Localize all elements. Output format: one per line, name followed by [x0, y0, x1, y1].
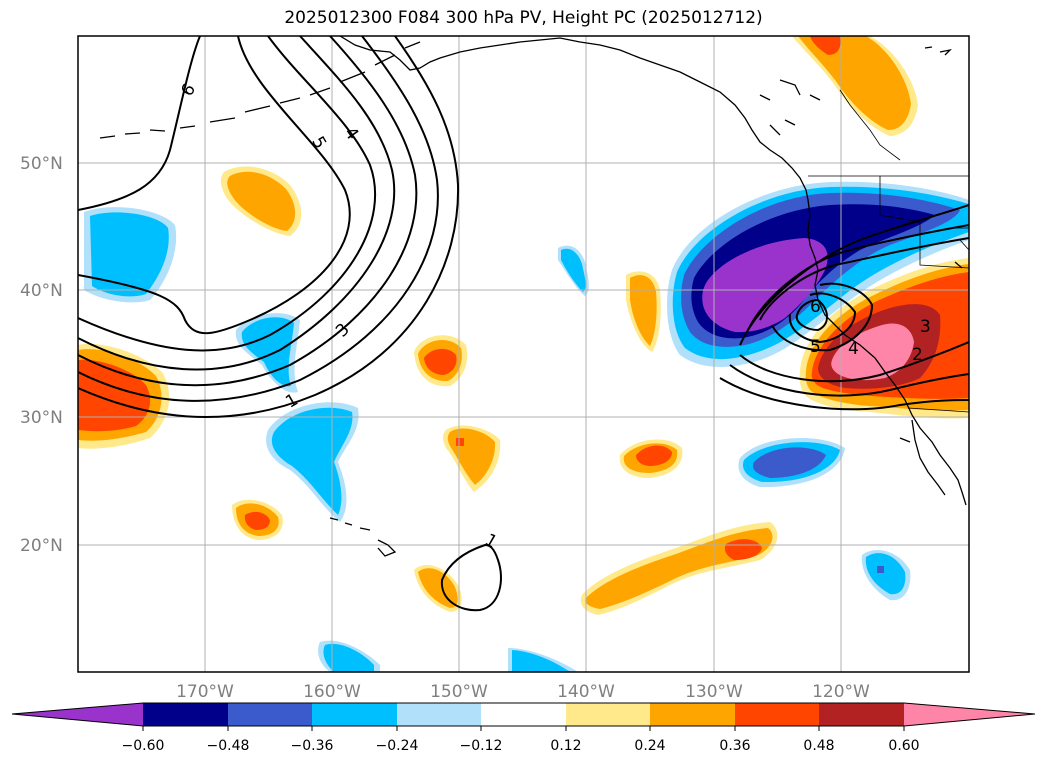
- colorbar-tick-label: −0.48: [207, 738, 250, 754]
- lat-label-50n: 50°N: [20, 154, 63, 174]
- colorbar-segment: [819, 703, 904, 726]
- colorbar-tick-label: 0.36: [719, 738, 750, 754]
- lat-label-30n: 30°N: [20, 408, 63, 428]
- positive-anomaly-ridge: [799, 258, 969, 419]
- lon-label-140w: 140°W: [557, 682, 615, 702]
- colorbar-segment: [650, 703, 735, 726]
- contour-4-west: [78, 36, 377, 352]
- lon-label-170w: 170°W: [176, 682, 234, 702]
- coast-detail: [899, 46, 963, 443]
- positive-anomaly-northeast: [792, 36, 918, 136]
- contour-1-west: [78, 36, 439, 402]
- colorbar-tick-label: 0.60: [888, 738, 919, 754]
- coastlines: [99, 36, 967, 557]
- map-title: 2025012300 F084 300 hPa PV, Height PC (2…: [284, 8, 763, 28]
- lat-labels: 50°N 40°N 30°N 20°N: [20, 154, 63, 556]
- state-borders: [879, 176, 969, 269]
- lat-label-40n: 40°N: [20, 281, 63, 301]
- colorbar-tick-label: −0.36: [291, 738, 334, 754]
- map-frame: [77, 35, 970, 673]
- aleutian-islands: [99, 41, 421, 139]
- colorbar-tick-label: 0.24: [634, 738, 665, 754]
- contour-label: 3: [920, 317, 931, 337]
- contour-label: 5: [810, 337, 821, 357]
- us-mexico-border: [907, 407, 969, 413]
- north-america-coast: [339, 36, 967, 506]
- colorbar-segment: [481, 703, 566, 726]
- colorbar: −0.60 −0.48 −0.36 −0.24 −0.12 0.12 0.24 …: [11, 702, 1036, 754]
- lat-label-20n: 20°N: [20, 536, 63, 556]
- colorbar-tick-label: −0.60: [122, 738, 165, 754]
- contour-5-west: [78, 36, 351, 335]
- contour-4-east: [759, 237, 969, 321]
- contour-label: 4: [848, 339, 859, 359]
- contour-2-east: [729, 364, 969, 397]
- lon-label-120w: 120°W: [812, 682, 870, 702]
- contour-6-west: [78, 36, 201, 211]
- lon-label-130w: 130°W: [685, 682, 743, 702]
- contour-1-closed: [440, 543, 502, 612]
- colorbar-segment: [228, 703, 312, 726]
- colorbar-tick-label: −0.12: [460, 738, 503, 754]
- hawaiian-islands: [329, 517, 397, 557]
- height-contours: [78, 36, 969, 612]
- colorbar-segment: [735, 703, 819, 726]
- negative-anomaly-northwest: [84, 207, 177, 303]
- positive-anomaly-west: [78, 343, 170, 449]
- contour-3-east: [739, 204, 969, 346]
- borders: [808, 89, 969, 413]
- colorbar-extend-low: [12, 703, 143, 726]
- lon-label-160w: 160°W: [303, 682, 361, 702]
- colorbar-tick-label: −0.24: [376, 738, 419, 754]
- lon-labels: 170°W 160°W 150°W 140°W 130°W 120°W: [176, 682, 870, 702]
- colorbar-tick-label: 0.12: [550, 738, 581, 754]
- contour-label: 2: [912, 345, 923, 365]
- graticule: [78, 36, 969, 672]
- lon-label-150w: 150°W: [430, 682, 488, 702]
- alaska-panhandle-islands: [759, 79, 821, 136]
- colorbar-tick-label: 0.48: [803, 738, 834, 754]
- colorbar-segment: [397, 703, 481, 726]
- colorbar-segment: [566, 703, 650, 726]
- baja-california-coast: [911, 419, 946, 496]
- negative-anomaly-east-pacific: [738, 437, 911, 601]
- contour-label: 6: [810, 297, 821, 317]
- colorbar-extend-high: [904, 703, 1035, 726]
- colorbar-segment: [312, 703, 397, 726]
- alaska-canada-border: [839, 89, 901, 161]
- colorbar-segment: [143, 703, 228, 726]
